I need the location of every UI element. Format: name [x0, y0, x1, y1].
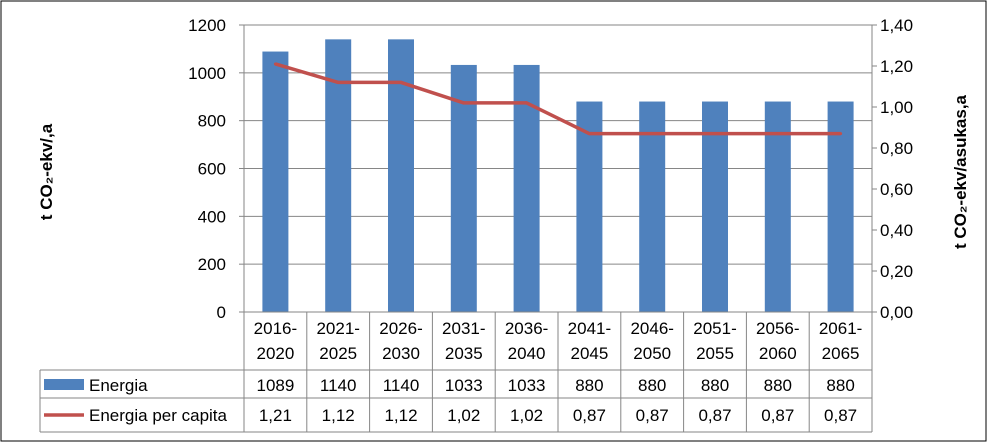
line-point — [336, 80, 340, 84]
category-label: 2036- — [505, 319, 548, 338]
bar — [262, 51, 289, 313]
right-tick-label: 0,80 — [880, 139, 913, 158]
right-tick-label: 0,00 — [880, 303, 913, 322]
table-cell-value: 0,87 — [636, 406, 669, 425]
bar — [325, 39, 352, 312]
category-label: 2050 — [633, 344, 671, 363]
category-label: 2030 — [382, 344, 420, 363]
table-cell-value: 0,87 — [824, 406, 857, 425]
bar — [827, 101, 854, 313]
table-cell-value: 1140 — [383, 376, 420, 395]
category-label: 2046- — [630, 319, 673, 338]
category-label: 2021- — [316, 319, 359, 338]
table-cell-value: 1,02 — [510, 406, 543, 425]
bar — [764, 101, 791, 313]
line-point — [776, 132, 780, 136]
line-series — [273, 62, 843, 136]
category-label: 2055 — [696, 344, 734, 363]
line-point — [399, 80, 403, 84]
table-cell-value: 880 — [638, 376, 666, 395]
table-cell-value: 1140 — [320, 376, 357, 395]
right-tick-label: 0,20 — [880, 262, 913, 281]
line-series-path — [274, 62, 841, 136]
table-cell-value: 1089 — [256, 376, 294, 395]
table-cell-value: 880 — [764, 376, 792, 395]
category-label: 2016- — [254, 319, 297, 338]
bar — [388, 39, 414, 312]
line-point — [713, 132, 717, 136]
table-cell-value: 0,87 — [761, 406, 794, 425]
bar — [450, 64, 477, 313]
left-tick-label: 800 — [198, 112, 226, 131]
table-cell-value: 1,21 — [259, 406, 292, 425]
table-cell-value: 880 — [575, 376, 603, 395]
category-label: 2040 — [508, 344, 546, 363]
category-label: 2026- — [379, 319, 422, 338]
left-tick-label: 400 — [198, 207, 226, 226]
table-cell-value: 880 — [826, 376, 854, 395]
line-point — [273, 62, 277, 66]
table-cell-value: 0,87 — [698, 406, 731, 425]
bar — [639, 101, 666, 313]
table-cell-value: 1,12 — [322, 406, 355, 425]
right-tick-label: 0,60 — [880, 180, 913, 199]
left-axis-ticks: 0 200 400 600 800 1000 1200 — [188, 16, 244, 322]
category-label: 2045 — [570, 344, 608, 363]
category-label: 2031- — [442, 319, 485, 338]
right-tick-label: 1,40 — [880, 16, 913, 35]
line-point — [650, 132, 654, 136]
legend-label: Energia per capita — [89, 406, 228, 425]
legend-key-bar — [44, 379, 84, 390]
category-label: 2041- — [568, 319, 611, 338]
category-label: 2060 — [759, 344, 797, 363]
bar — [576, 101, 603, 313]
left-tick-label: 200 — [198, 255, 226, 274]
line-point — [587, 132, 591, 136]
right-tick-label: 0,40 — [880, 221, 913, 240]
line-point — [839, 132, 843, 136]
category-label: 2020 — [256, 344, 294, 363]
left-tick-label: 1000 — [188, 64, 226, 83]
left-tick-label: 600 — [198, 160, 226, 179]
table-cell-value: 1033 — [445, 376, 483, 395]
table-cell-value: 0,87 — [573, 406, 606, 425]
category-label: 2065 — [822, 344, 860, 363]
left-axis-title: t CO₂-ekv/,a — [37, 123, 56, 220]
category-label: 2025 — [319, 344, 357, 363]
right-axis-title: t CO₂-ekv/asukas,a — [951, 94, 970, 249]
data-table: 2016- 2020 2021- 2025 2026- 2030 2031- 2035 2036… — [39, 311, 873, 433]
category-label: 2035 — [445, 344, 483, 363]
legend-label: Energia — [89, 376, 148, 395]
table-cell-value: 1033 — [508, 376, 546, 395]
category-label: 2051- — [693, 319, 736, 338]
right-axis-ticks: 0,00 0,20 0,40 0,60 0,80 1,00 1,20 1,40 — [872, 16, 913, 322]
left-tick-label: 1200 — [188, 16, 226, 35]
left-tick-label: 0 — [217, 303, 226, 322]
category-label: 2056- — [756, 319, 799, 338]
table-cell-value: 880 — [701, 376, 729, 395]
line-point — [462, 101, 466, 105]
bar — [702, 101, 728, 313]
table-cell-value: 1,12 — [384, 406, 417, 425]
category-label: 2061- — [819, 319, 862, 338]
right-tick-label: 1,20 — [880, 57, 913, 76]
right-tick-label: 1,00 — [880, 98, 913, 117]
table-cell-value: 1,02 — [447, 406, 480, 425]
line-point — [525, 101, 529, 105]
